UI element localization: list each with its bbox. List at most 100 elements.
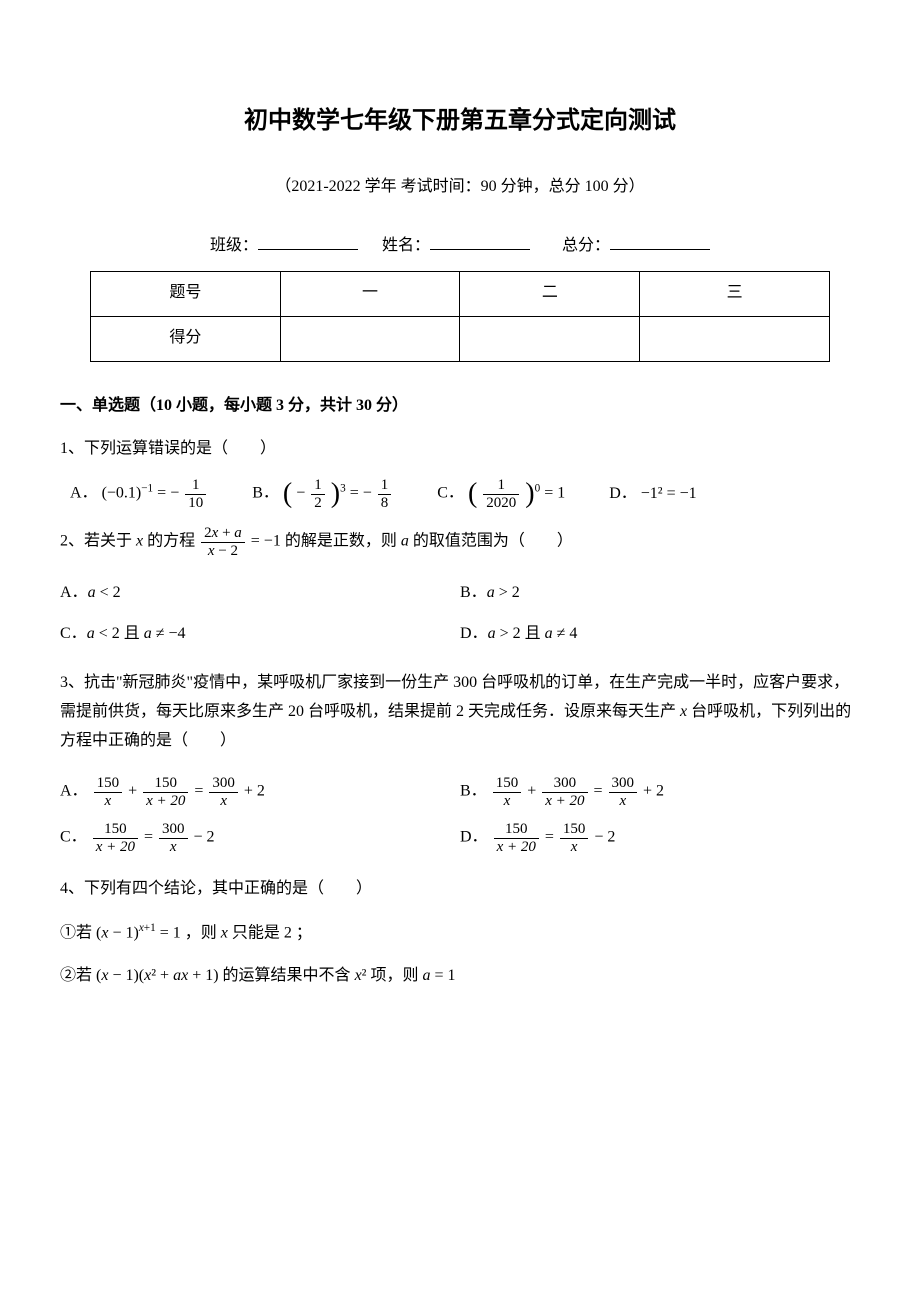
x: x + 20 xyxy=(96,839,135,855)
den: x + 20 xyxy=(542,793,587,810)
den: x xyxy=(159,839,188,856)
name-blank xyxy=(430,233,530,250)
fraction: 150x + 20 xyxy=(93,821,138,855)
den: 8 xyxy=(378,495,392,512)
cell: 得分 xyxy=(91,316,281,361)
fraction: 12 xyxy=(311,477,325,511)
t: < 2 且 xyxy=(95,625,144,642)
q1-opt-c: C． ( 12020 )0 = 1 xyxy=(437,477,565,511)
t: > 2 且 xyxy=(496,625,545,642)
cell xyxy=(640,316,830,361)
eq: = xyxy=(144,829,157,846)
plus: + xyxy=(128,783,141,800)
a: a xyxy=(545,625,553,642)
den: 2 xyxy=(311,495,325,512)
den: x + 20 xyxy=(143,793,188,810)
score-blank xyxy=(610,233,710,250)
q2-opt-b: B．a > 2 xyxy=(460,579,860,608)
q4-p2: ②若 (x − 1)(x² + ax + 1) 的运算结果中不含 x² 项，则 … xyxy=(60,962,860,991)
label: D． xyxy=(460,829,488,846)
label: C． xyxy=(60,625,87,642)
num: 1 xyxy=(378,477,392,495)
t: = 1 xyxy=(430,967,455,984)
base: (−0.1) xyxy=(102,485,142,502)
question-1: 1、下列运算错误的是（ ） xyxy=(60,435,860,464)
x: x xyxy=(208,543,215,559)
t: = −1 的解是正数，则 xyxy=(251,533,401,550)
x: x + 20 xyxy=(146,793,185,809)
p: + xyxy=(218,525,234,541)
den: 2020 xyxy=(483,495,519,512)
label: B． xyxy=(460,783,487,800)
q1-opt-a: A． (−0.1)−1 = − 110 xyxy=(70,477,208,511)
cell xyxy=(280,316,460,361)
score-label: 总分： xyxy=(562,237,610,254)
q3-opt-b: B． 150x + 300x + 20 = 300x + 2 xyxy=(460,775,860,809)
t: 的方程 xyxy=(143,533,199,550)
q3-options: A． 150x + 150x + 20 = 300x + 2 B． 150x +… xyxy=(60,769,860,861)
t: − 2 xyxy=(194,829,215,846)
exam-info: （2021-2022 学年 考试时间：90 分钟，总分 100 分） xyxy=(60,173,860,202)
fraction: 150x xyxy=(560,821,589,855)
num: 1 xyxy=(483,477,519,495)
question-4: 4、下列有四个结论，其中正确的是（ ） xyxy=(60,875,860,904)
a: a xyxy=(234,525,242,541)
fraction: 300x xyxy=(209,775,238,809)
neg: − xyxy=(363,485,372,502)
exp: 3 xyxy=(340,483,346,495)
x: x + 20 xyxy=(497,839,536,855)
t: ≠ −4 xyxy=(152,625,186,642)
q1-options: A． (−0.1)−1 = − 110 B． ( − 12 )3 = − 18 … xyxy=(70,477,860,511)
den: x xyxy=(209,793,238,810)
fraction: 150x xyxy=(94,775,123,809)
fraction: 150x + 20 xyxy=(494,821,539,855)
num: 150 xyxy=(143,775,188,793)
class-label: 班级： xyxy=(210,237,258,254)
cell: 一 xyxy=(280,271,460,316)
page-title: 初中数学七年级下册第五章分式定向测试 xyxy=(60,100,860,143)
t: + 2 xyxy=(244,783,265,800)
q3-opt-a: A． 150x + 150x + 20 = 300x + 2 xyxy=(60,775,460,809)
eq: = xyxy=(594,783,607,800)
question-2: 2、若关于 x 的方程 2x + a x − 2 = −1 的解是正数，则 a … xyxy=(60,525,860,559)
label: C． xyxy=(437,485,464,502)
den: x xyxy=(560,839,589,856)
neg: − xyxy=(296,485,305,502)
a: a xyxy=(87,625,95,642)
t: ≠ 4 xyxy=(553,625,578,642)
a: a xyxy=(88,584,96,601)
fraction: 2x + a x − 2 xyxy=(201,525,245,559)
num: 300 xyxy=(542,775,587,793)
a: a xyxy=(401,533,409,550)
q4-p1: ①若 (x − 1)x+1 = 1 ，则 x 只能是 2 ； xyxy=(60,918,860,948)
q3-opt-c: C． 150x + 20 = 300x − 2 xyxy=(60,821,460,855)
num: 150 xyxy=(93,821,138,839)
num: 300 xyxy=(209,775,238,793)
question-3: 3、抗击"新冠肺炎"疫情中，某呼吸机厂家接到一份生产 300 台呼吸机的订单，在… xyxy=(60,669,860,755)
score-table: 题号 一 二 三 得分 xyxy=(90,271,830,362)
label: D． xyxy=(460,625,488,642)
q1-opt-d: D． −1² = −1 xyxy=(609,480,696,509)
label: A． xyxy=(70,485,98,502)
fraction: 300x xyxy=(159,821,188,855)
q2-opt-d: D．a > 2 且 a ≠ 4 xyxy=(460,620,860,649)
exp: x+1 xyxy=(139,922,156,934)
t: 只能是 2 ； xyxy=(228,924,312,941)
q2-opt-c: C．a < 2 且 a ≠ −4 xyxy=(60,620,460,649)
t: ² + xyxy=(151,967,173,984)
t: 项，则 xyxy=(366,967,422,984)
neg: − xyxy=(170,485,179,502)
label: B． xyxy=(252,485,279,502)
den: x xyxy=(493,793,522,810)
t: ①若 xyxy=(60,924,96,941)
num: 300 xyxy=(159,821,188,839)
eq: = xyxy=(157,485,170,502)
cell: 二 xyxy=(460,271,640,316)
table-row: 题号 一 二 三 xyxy=(91,271,830,316)
eq: = 1 xyxy=(544,485,565,502)
label: A． xyxy=(60,584,88,601)
num: 2x + a xyxy=(201,525,245,543)
q2-options: A．a < 2 B．a > 2 C．a < 2 且 a ≠ −4 D．a > 2… xyxy=(60,573,860,655)
label: D． xyxy=(609,485,637,502)
fraction: 150x + 20 xyxy=(143,775,188,809)
